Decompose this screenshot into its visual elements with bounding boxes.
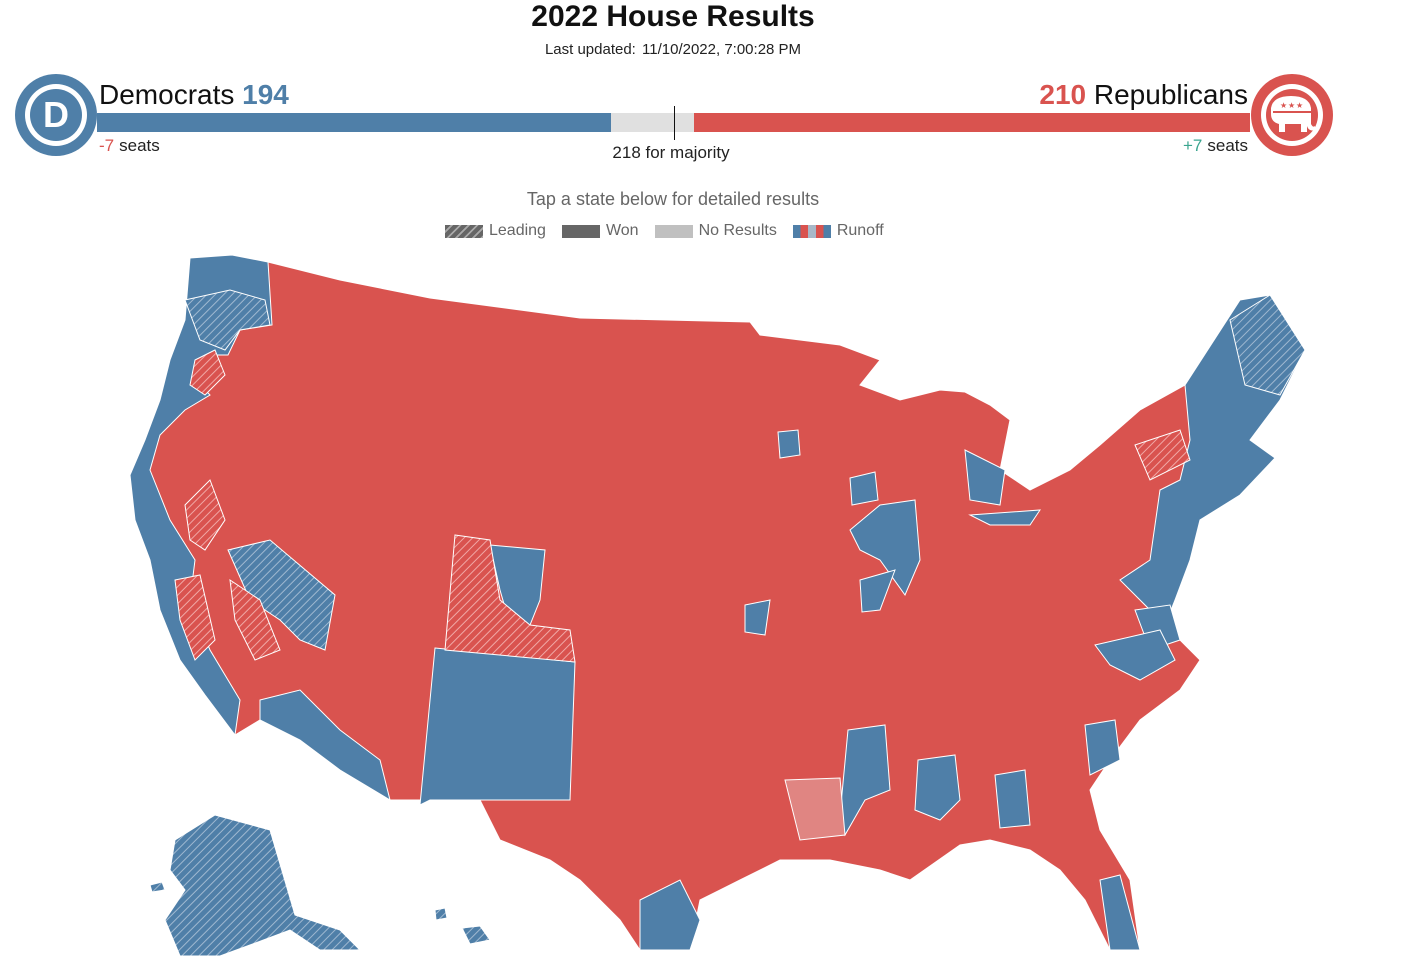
legend-runoff-label: Runoff	[836, 222, 884, 239]
last-updated: Last updated: 11/10/2022, 7:00:28 PM	[0, 41, 1346, 58]
missouri-blue[interactable]	[744, 599, 771, 636]
last-updated-label: Last updated:	[544, 41, 636, 58]
central-valley-leading[interactable]	[184, 479, 226, 551]
wisconsin-blue[interactable]	[849, 471, 879, 506]
svg-text:★: ★	[1280, 101, 1287, 110]
legend-runoff: Runoff	[792, 222, 884, 240]
democrats-seat-change: -7 seats	[99, 136, 160, 156]
south-carolina-blue[interactable]	[1084, 719, 1121, 776]
republicans-seats: 210	[1039, 79, 1087, 110]
alabama-blue[interactable]	[914, 754, 961, 821]
new-mexico-districts[interactable]	[419, 647, 576, 806]
legend-no-results-label: No Results	[698, 222, 777, 239]
maine-leading[interactable]	[1229, 294, 1306, 396]
texas-south-blue[interactable]	[639, 879, 701, 951]
democrats-change-unit: seats	[119, 136, 160, 155]
instruction-text: Tap a state below for detailed results	[526, 189, 820, 209]
georgia-blue[interactable]	[994, 769, 1031, 829]
illinois-river-blue[interactable]	[859, 569, 896, 613]
undecided-seat-bar	[611, 113, 694, 132]
north-carolina-blue[interactable]	[1094, 629, 1176, 681]
louisiana-no-results[interactable]	[784, 777, 846, 841]
elephant-icon: ★ ★ ★	[1251, 74, 1333, 156]
republicans-seat-change: +7 seats	[1183, 136, 1248, 156]
seattle-districts[interactable]	[184, 289, 271, 351]
ca-leading-3[interactable]	[174, 574, 216, 661]
republicans-label: Republicans	[1093, 79, 1248, 110]
oregon-leading[interactable]	[189, 349, 226, 396]
colorado-leading[interactable]	[444, 534, 576, 663]
republicans-change-value: +7	[1182, 136, 1203, 155]
democrats-header: Democrats 194	[99, 78, 289, 112]
no-results-swatch	[654, 224, 693, 238]
arizona-districts[interactable]	[259, 689, 391, 802]
democrat-logo-icon: D	[15, 74, 97, 156]
hawaii-island-2[interactable]	[461, 925, 491, 945]
svg-text:★: ★	[1288, 101, 1295, 110]
legend-leading-label: Leading	[489, 222, 546, 239]
michigan-blue[interactable]	[964, 449, 1006, 506]
democrats-label: Democrats	[99, 79, 235, 110]
majority-label: 218 for majority	[612, 143, 730, 162]
us-house-district-map[interactable]	[0, 246, 1420, 956]
svg-text:★: ★	[1296, 101, 1303, 110]
ohio-blue[interactable]	[968, 509, 1041, 526]
republicans-change-unit: seats	[1207, 136, 1248, 155]
legend-won: Won	[561, 222, 639, 240]
aleutian-island-1[interactable]	[149, 881, 166, 893]
legend-won-label: Won	[605, 222, 639, 239]
ca-leading-2[interactable]	[229, 578, 281, 661]
leading-swatch	[445, 224, 483, 238]
map-legend: Leading Won No Results Runoff	[445, 222, 900, 240]
last-updated-value: 11/10/2022, 7:00:28 PM	[642, 41, 802, 58]
legend-leading: Leading	[445, 222, 546, 240]
page-title: 2022 House Results	[531, 0, 815, 33]
republicans-header: 210 Republicans	[1039, 78, 1248, 112]
alaska[interactable]	[164, 814, 362, 956]
democrat-seat-bar	[97, 113, 611, 132]
new-york-leading[interactable]	[1134, 429, 1191, 481]
minnesota-blue[interactable]	[777, 429, 801, 459]
majority-marker	[674, 106, 675, 140]
runoff-swatch	[792, 224, 831, 238]
democrats-change-value: -7	[99, 136, 115, 155]
hawaii-island-1[interactable]	[434, 907, 448, 921]
florida-blue[interactable]	[1099, 874, 1141, 951]
democrat-logo-letter: D	[43, 94, 69, 135]
legend-no-results: No Results	[654, 222, 777, 240]
republican-seat-bar	[694, 113, 1250, 132]
democrats-seats: 194	[242, 79, 289, 110]
won-swatch	[561, 224, 600, 238]
